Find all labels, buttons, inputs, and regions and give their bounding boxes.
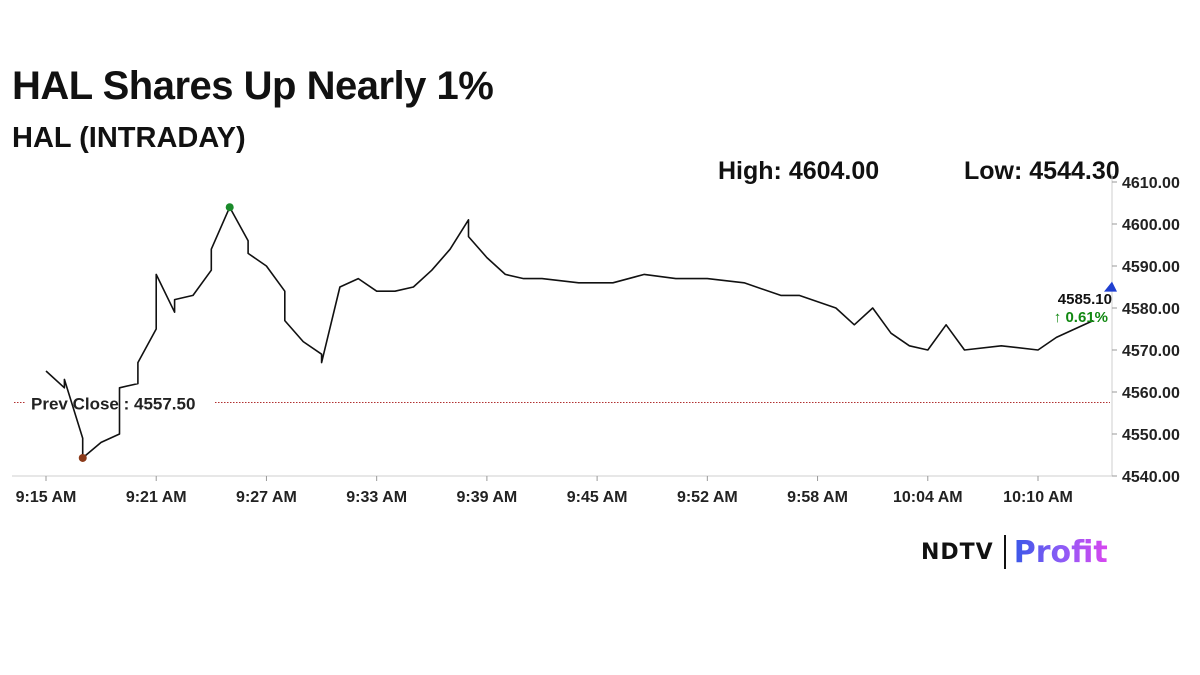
brand-divider — [1003, 535, 1006, 569]
ndtv-profit-logo: NDTV Profit — [921, 534, 1108, 570]
x-tick-label: 10:10 AM — [1003, 489, 1073, 506]
y-tick-label: 4570.00 — [1122, 343, 1180, 360]
last-price-label: 4585.10 — [1058, 291, 1112, 308]
chart-subtitle: HAL (INTRADAY) — [12, 122, 246, 154]
prev-close-label: Prev Close : 4557.50 — [31, 395, 195, 414]
y-tick-label: 4610.00 — [1122, 175, 1180, 192]
price-series-line — [45, 206, 1094, 459]
current-price-marker — [1104, 281, 1117, 292]
y-tick-label: 4560.00 — [1122, 385, 1180, 402]
y-tick-label: 4590.00 — [1122, 259, 1180, 276]
y-tick-label: 4540.00 — [1122, 469, 1180, 486]
brand-ndtv: NDTV — [921, 539, 994, 565]
change-percent-label: ↑ 0.61% — [1054, 309, 1108, 326]
x-tick-label: 9:52 AM — [677, 489, 738, 506]
y-tick-label: 4580.00 — [1122, 301, 1180, 318]
low-marker — [78, 453, 87, 462]
x-tick-label: 9:33 AM — [346, 489, 407, 506]
x-tick-label: 9:45 AM — [567, 489, 628, 506]
y-tick-label: 4550.00 — [1122, 427, 1180, 444]
x-tick-label: 9:39 AM — [457, 489, 518, 506]
x-tick-label: 9:58 AM — [787, 489, 848, 506]
chart-title: HAL Shares Up Nearly 1% — [12, 64, 494, 108]
y-tick-label: 4600.00 — [1122, 217, 1180, 234]
x-tick-label: 9:21 AM — [126, 489, 187, 506]
brand-profit: Profit — [1013, 534, 1108, 570]
x-tick-label: 9:15 AM — [16, 489, 77, 506]
low-value-label: Low: 4544.30 — [964, 157, 1120, 185]
high-value-label: High: 4604.00 — [718, 157, 880, 185]
x-tick-label: 10:04 AM — [893, 489, 963, 506]
high-marker — [225, 203, 234, 212]
x-tick-label: 9:27 AM — [236, 489, 297, 506]
